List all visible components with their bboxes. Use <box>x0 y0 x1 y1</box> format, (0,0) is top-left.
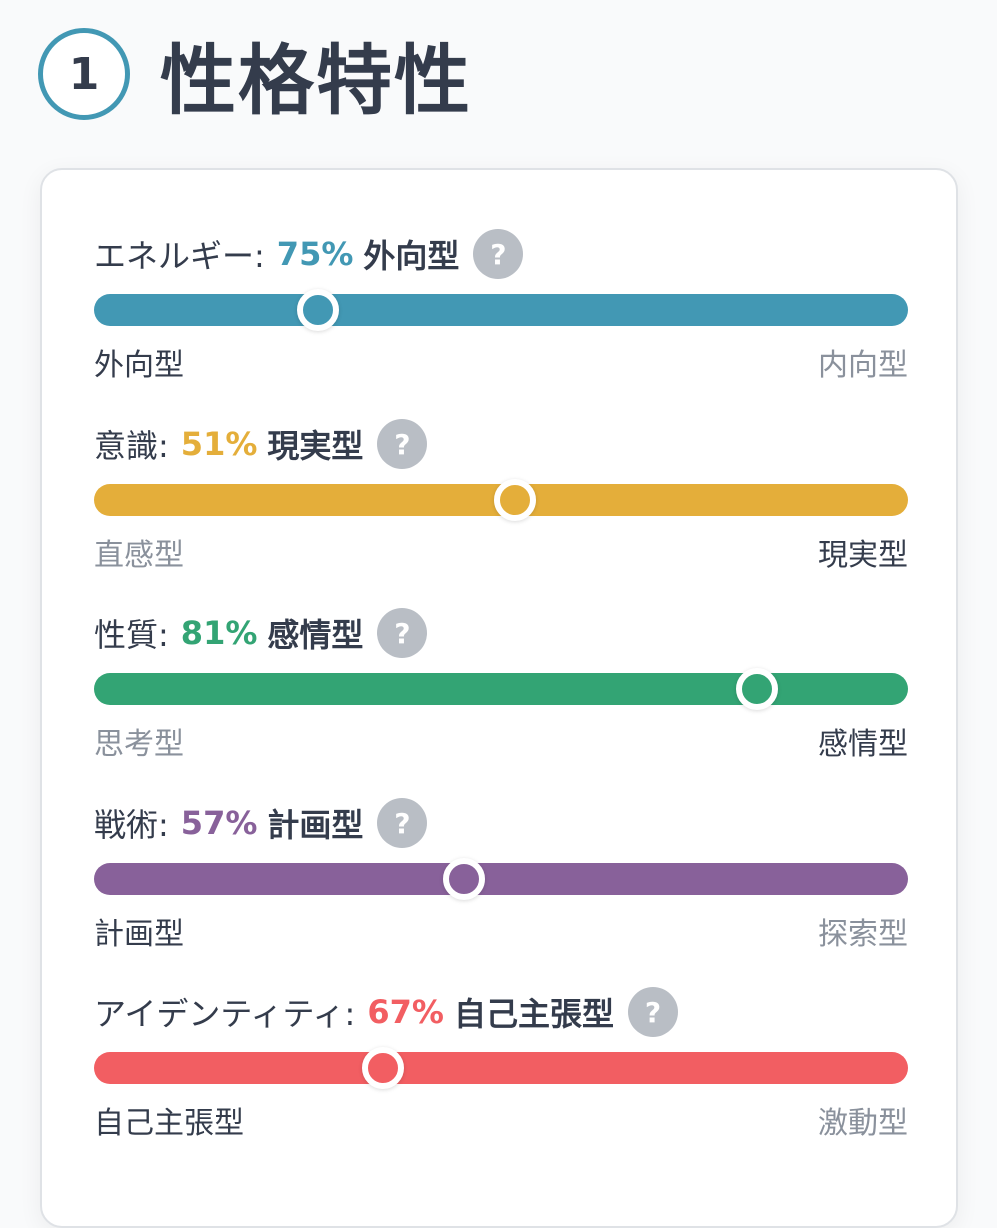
trait-heading: 意識: 51% 現実型 ? <box>94 418 908 470</box>
trait-right-label: 探索型 <box>818 917 908 952</box>
trait-left-label: 計画型 <box>94 917 184 952</box>
trait-percent: 75% <box>276 235 354 273</box>
trait-name: アイデンティティ: <box>94 995 356 1033</box>
trait-bar-knob <box>296 289 339 331</box>
trait-bar-labels: 自己主張型 激動型 <box>94 1098 908 1142</box>
trait-bar <box>94 1047 908 1089</box>
trait-bar-knob <box>442 858 485 900</box>
trait-nature: 性質: 81% 感情型 ? 思考型 感情型 <box>94 607 908 762</box>
trait-bar-labels: 直感型 現実型 <box>94 530 908 574</box>
trait-heading: エネルギー: 75% 外向型 ? <box>94 228 908 280</box>
trait-bar-knob <box>736 668 779 710</box>
step-number-badge: 1 <box>38 28 130 120</box>
trait-bar-knob <box>361 1047 404 1089</box>
trait-heading: 戦術: 57% 計画型 ? <box>94 797 908 849</box>
trait-percent: 57% <box>180 804 258 842</box>
question-icon[interactable]: ? <box>627 987 678 1037</box>
trait-energy: エネルギー: 75% 外向型 ? 外向型 内向型 <box>94 228 908 383</box>
trait-bar-labels: 計画型 探索型 <box>94 909 908 953</box>
trait-bar-knob <box>493 479 536 521</box>
trait-name: 戦術: <box>94 806 169 844</box>
trait-type: 自己主張型 <box>453 995 614 1033</box>
trait-heading: アイデンティティ: 67% 自己主張型 ? <box>94 986 908 1038</box>
trait-left-label: 直感型 <box>94 538 184 573</box>
trait-bar <box>94 289 908 331</box>
trait-type: 計画型 <box>267 806 364 844</box>
question-icon[interactable]: ? <box>377 798 428 848</box>
trait-bar <box>94 668 908 710</box>
trait-percent: 51% <box>180 425 258 463</box>
trait-right-label: 激動型 <box>818 1106 908 1141</box>
trait-left-label: 自己主張型 <box>94 1106 244 1141</box>
trait-percent: 67% <box>367 993 444 1031</box>
trait-tactics: 戦術: 57% 計画型 ? 計画型 探索型 <box>94 797 908 952</box>
traits-card: エネルギー: 75% 外向型 ? 外向型 内向型 意識: 51% 現実型 ? 直… <box>40 168 958 1228</box>
page-title: 性格特性 <box>160 36 472 125</box>
trait-heading: 性質: 81% 感情型 ? <box>94 607 908 659</box>
question-icon[interactable]: ? <box>377 608 428 658</box>
trait-right-label: 現実型 <box>818 538 908 573</box>
question-icon[interactable]: ? <box>473 229 524 279</box>
trait-name: 意識: <box>94 427 169 465</box>
trait-mind: 意識: 51% 現実型 ? 直感型 現実型 <box>94 418 908 573</box>
trait-right-label: 感情型 <box>818 727 908 762</box>
trait-bar-labels: 思考型 感情型 <box>94 719 908 763</box>
trait-left-label: 外向型 <box>94 348 184 383</box>
question-icon[interactable]: ? <box>377 419 428 469</box>
trait-name: エネルギー: <box>94 237 265 275</box>
trait-name: 性質: <box>94 616 169 654</box>
trait-bar <box>94 479 908 521</box>
trait-type: 外向型 <box>363 237 460 275</box>
trait-type: 現実型 <box>267 427 364 465</box>
trait-bar <box>94 858 908 900</box>
trait-left-label: 思考型 <box>94 727 184 762</box>
trait-bar-labels: 外向型 内向型 <box>94 340 908 384</box>
trait-percent: 81% <box>180 614 258 652</box>
section-header: 1 性格特性 <box>38 22 472 126</box>
trait-identity: アイデンティティ: 67% 自己主張型 ? 自己主張型 激動型 <box>94 986 908 1141</box>
trait-right-label: 内向型 <box>818 348 908 383</box>
trait-type: 感情型 <box>267 616 364 654</box>
